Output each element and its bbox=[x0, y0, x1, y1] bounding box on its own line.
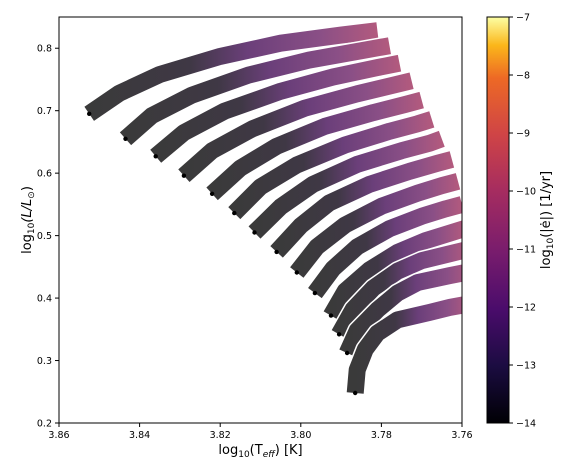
track-start-point bbox=[87, 111, 92, 117]
y-tick-label: 0.7 bbox=[37, 106, 52, 117]
colorbar-tick-label: −14 bbox=[516, 419, 536, 430]
track-4 bbox=[178, 72, 414, 183]
track-11 bbox=[323, 220, 462, 320]
track-3 bbox=[150, 54, 402, 163]
track-7 bbox=[248, 130, 445, 239]
x-tick-label: 3.76 bbox=[451, 430, 472, 441]
track-1 bbox=[84, 22, 379, 121]
track-12 bbox=[331, 242, 462, 339]
track-start-point bbox=[153, 154, 158, 159]
colorbar-tick-label: −11 bbox=[516, 245, 536, 256]
track-start-point bbox=[123, 136, 128, 141]
track-start-point bbox=[252, 230, 257, 235]
colorbar-tick-label: −7 bbox=[516, 13, 530, 24]
y-tick-label: 0.6 bbox=[37, 169, 52, 180]
track-start-point bbox=[181, 173, 187, 178]
colorbar-tick-label: −12 bbox=[516, 303, 536, 314]
x-tick-label: 3.84 bbox=[129, 430, 150, 441]
colorbar-tick-label: −10 bbox=[516, 187, 536, 198]
colorbar-tick-label: −8 bbox=[516, 71, 530, 82]
track-9 bbox=[290, 173, 461, 278]
track-start-point bbox=[328, 313, 334, 318]
x-axis: 3.86 3.84 3.82 3.80 3.78 3.76 bbox=[48, 423, 473, 441]
y-tick-label: 0.8 bbox=[37, 44, 52, 55]
y-tick-label: 0.4 bbox=[37, 294, 52, 305]
colorbar bbox=[486, 16, 510, 424]
plot-frame bbox=[58, 16, 463, 424]
colorbar-title: log10(|ė|) [1/yr] bbox=[539, 171, 556, 269]
track-13 bbox=[339, 264, 462, 357]
track-start-point bbox=[294, 270, 299, 275]
track-start-point bbox=[312, 290, 318, 296]
track-10 bbox=[308, 196, 462, 299]
track-start-point bbox=[209, 191, 215, 196]
colorbar-tick-label: −9 bbox=[516, 129, 530, 140]
evolutionary-tracks bbox=[79, 20, 462, 403]
x-axis-title: log10(Teff) [K] bbox=[218, 443, 302, 460]
track-start-point bbox=[274, 249, 279, 255]
track-2 bbox=[119, 37, 391, 146]
track-start-point bbox=[232, 210, 237, 216]
track-start-point bbox=[336, 332, 342, 337]
y-axis: 0.2 0.3 0.4 0.5 0.6 0.7 0.8 bbox=[37, 44, 59, 430]
track-8 bbox=[270, 151, 455, 258]
track-start-point bbox=[344, 350, 350, 356]
track-5 bbox=[206, 91, 424, 201]
x-tick-label: 3.80 bbox=[290, 430, 311, 441]
y-axis-title: log10(L/L⊙) bbox=[20, 186, 37, 254]
track-14 bbox=[346, 296, 462, 394]
x-tick-label: 3.82 bbox=[210, 430, 231, 441]
y-tick-label: 0.3 bbox=[37, 356, 52, 367]
x-tick-label: 3.78 bbox=[371, 430, 392, 441]
x-tick-label: 3.86 bbox=[48, 430, 69, 441]
colorbar-axis: −7 −8 −9 −10 −11 −12 −13 −14 bbox=[509, 13, 536, 430]
track-start-point bbox=[353, 390, 358, 396]
track-6 bbox=[228, 111, 435, 220]
y-tick-label: 0.2 bbox=[37, 419, 52, 430]
y-tick-label: 0.5 bbox=[37, 231, 52, 242]
colorbar-tick-label: −13 bbox=[516, 361, 536, 372]
